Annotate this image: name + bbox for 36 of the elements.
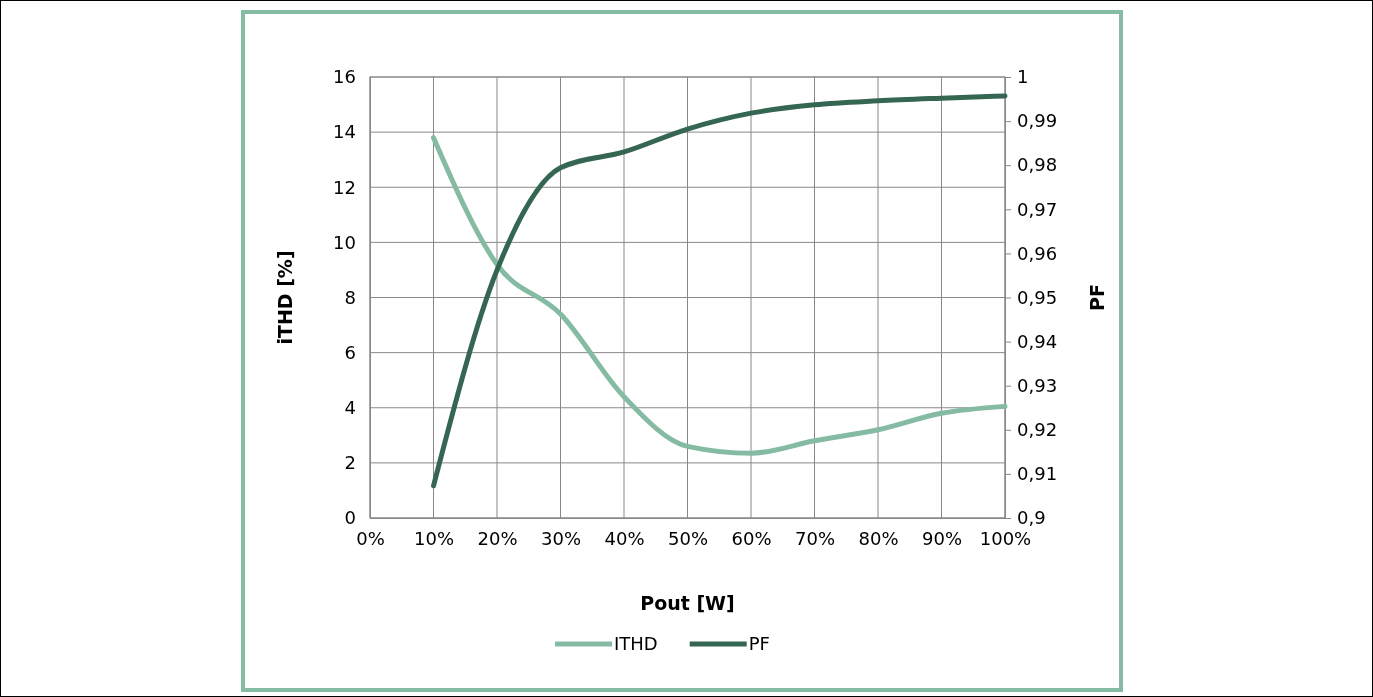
y-tick-label: 6: [344, 341, 356, 363]
x-tick-label: 80%: [858, 527, 899, 549]
x-tick-label: 70%: [794, 527, 836, 549]
legend-label: ITHD: [614, 633, 658, 654]
y-axis-title: iTHD [%]: [274, 250, 296, 345]
y-tick-label: 12: [333, 176, 356, 198]
y2-tick-label: 0,95: [1017, 286, 1058, 308]
x-tick-label: 30%: [540, 527, 582, 549]
x-tick-label: 90%: [921, 527, 963, 549]
y-tick-label: 4: [344, 397, 356, 419]
y2-tick-label: 0,94: [1017, 330, 1058, 352]
y2-axis-title: PF: [1086, 284, 1108, 311]
y2-tick-label: 1: [1017, 66, 1029, 88]
x-tick-label: 10%: [413, 527, 455, 549]
x-tick-label: 60%: [731, 527, 772, 549]
y-tick-label: 8: [344, 286, 356, 308]
y-tick-label: 16: [333, 66, 356, 88]
x-axis-title: Pout [W]: [640, 592, 735, 614]
legend-label: PF: [748, 633, 770, 654]
x-tick-label: 40%: [604, 527, 645, 549]
y2-tick-label: 0,92: [1017, 419, 1058, 441]
x-tick-label: 100%: [979, 527, 1032, 549]
x-tick-label: 0%: [356, 527, 385, 549]
y2-tick-label: 0,93: [1017, 374, 1058, 396]
y2-tick-label: 0,96: [1017, 242, 1058, 264]
y-tick-label: 0: [344, 507, 356, 529]
y-tick-label: 14: [333, 121, 356, 143]
y2-tick-label: 0,91: [1017, 463, 1058, 485]
y-tick-label: 10: [333, 231, 356, 253]
y2-tick-label: 0,99: [1017, 110, 1058, 132]
y-tick-label: 2: [344, 452, 356, 474]
y2-tick-label: 0,9: [1017, 507, 1046, 529]
y2-tick-label: 0,98: [1017, 154, 1058, 176]
x-tick-label: 50%: [667, 527, 709, 549]
y2-tick-label: 0,97: [1017, 198, 1058, 220]
x-tick-label: 20%: [477, 527, 518, 549]
